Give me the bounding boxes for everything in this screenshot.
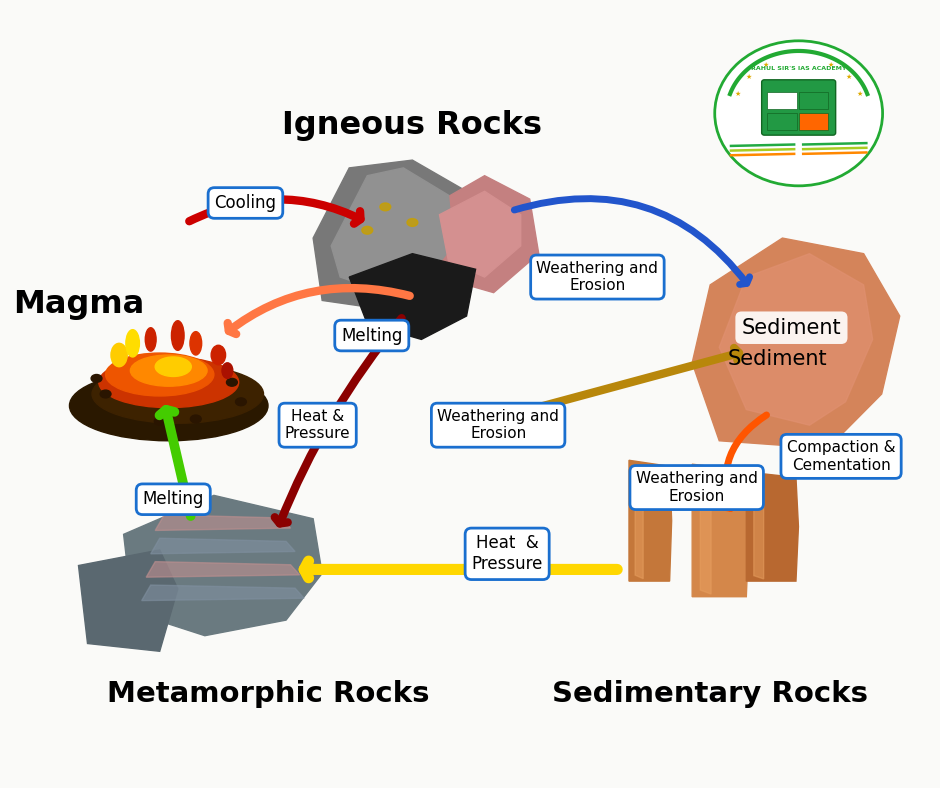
- Polygon shape: [440, 191, 521, 277]
- Polygon shape: [124, 496, 322, 636]
- Ellipse shape: [111, 344, 127, 366]
- FancyBboxPatch shape: [767, 113, 797, 131]
- Ellipse shape: [154, 418, 165, 426]
- Polygon shape: [692, 464, 749, 597]
- Text: Sediment: Sediment: [728, 349, 828, 369]
- Text: Sediment: Sediment: [742, 318, 841, 338]
- Polygon shape: [147, 562, 300, 578]
- Text: ★: ★: [828, 61, 835, 68]
- Polygon shape: [431, 176, 539, 292]
- Text: Metamorphic Rocks: Metamorphic Rocks: [107, 680, 430, 708]
- Ellipse shape: [227, 378, 237, 386]
- Polygon shape: [142, 585, 305, 600]
- Text: ★: ★: [734, 91, 741, 97]
- Circle shape: [713, 39, 885, 188]
- FancyBboxPatch shape: [767, 92, 797, 110]
- Ellipse shape: [212, 345, 226, 365]
- Ellipse shape: [362, 226, 372, 234]
- FancyBboxPatch shape: [799, 113, 828, 131]
- Ellipse shape: [105, 353, 214, 396]
- Ellipse shape: [146, 328, 156, 351]
- Text: ★: ★: [845, 74, 852, 80]
- FancyBboxPatch shape: [799, 92, 828, 110]
- Polygon shape: [331, 168, 453, 292]
- Text: Sedimentary Rocks: Sedimentary Rocks: [552, 680, 869, 708]
- Text: Heat &
Pressure: Heat & Pressure: [285, 409, 351, 441]
- Text: Weathering and
Erosion: Weathering and Erosion: [537, 261, 658, 293]
- Text: Melting: Melting: [143, 490, 204, 508]
- Ellipse shape: [92, 365, 263, 423]
- Polygon shape: [350, 254, 476, 340]
- Text: RAHUL SIR'S IAS ACADEMY: RAHUL SIR'S IAS ACADEMY: [751, 65, 846, 71]
- Text: Weathering and
Erosion: Weathering and Erosion: [437, 409, 559, 441]
- Text: ★: ★: [745, 74, 752, 80]
- Polygon shape: [78, 550, 178, 652]
- Polygon shape: [313, 160, 476, 308]
- Polygon shape: [635, 472, 643, 578]
- Text: Heat  &
Pressure: Heat & Pressure: [472, 534, 542, 573]
- Ellipse shape: [171, 321, 184, 351]
- Polygon shape: [150, 538, 295, 554]
- Polygon shape: [700, 478, 712, 594]
- Ellipse shape: [190, 332, 202, 355]
- Ellipse shape: [101, 390, 111, 398]
- Text: Melting: Melting: [341, 326, 402, 344]
- Ellipse shape: [191, 415, 201, 423]
- Polygon shape: [155, 515, 290, 530]
- Text: ★: ★: [856, 91, 863, 97]
- Polygon shape: [692, 238, 900, 448]
- Ellipse shape: [222, 362, 233, 378]
- Text: Compaction &
Cementation: Compaction & Cementation: [787, 440, 896, 473]
- Polygon shape: [754, 483, 763, 579]
- Ellipse shape: [126, 329, 139, 357]
- Text: Igneous Rocks: Igneous Rocks: [282, 110, 542, 140]
- Ellipse shape: [236, 398, 246, 406]
- Polygon shape: [629, 460, 672, 581]
- Text: Cooling: Cooling: [214, 194, 276, 212]
- Text: Weathering and
Erosion: Weathering and Erosion: [635, 471, 758, 504]
- Polygon shape: [746, 472, 798, 581]
- Ellipse shape: [380, 203, 391, 210]
- Ellipse shape: [155, 357, 192, 377]
- Ellipse shape: [99, 357, 239, 407]
- Ellipse shape: [70, 370, 268, 440]
- Ellipse shape: [407, 218, 417, 226]
- FancyBboxPatch shape: [761, 80, 836, 136]
- Ellipse shape: [131, 355, 207, 386]
- Text: ★: ★: [763, 61, 769, 68]
- Ellipse shape: [91, 374, 102, 382]
- Polygon shape: [719, 254, 872, 426]
- Text: Magma: Magma: [13, 289, 144, 320]
